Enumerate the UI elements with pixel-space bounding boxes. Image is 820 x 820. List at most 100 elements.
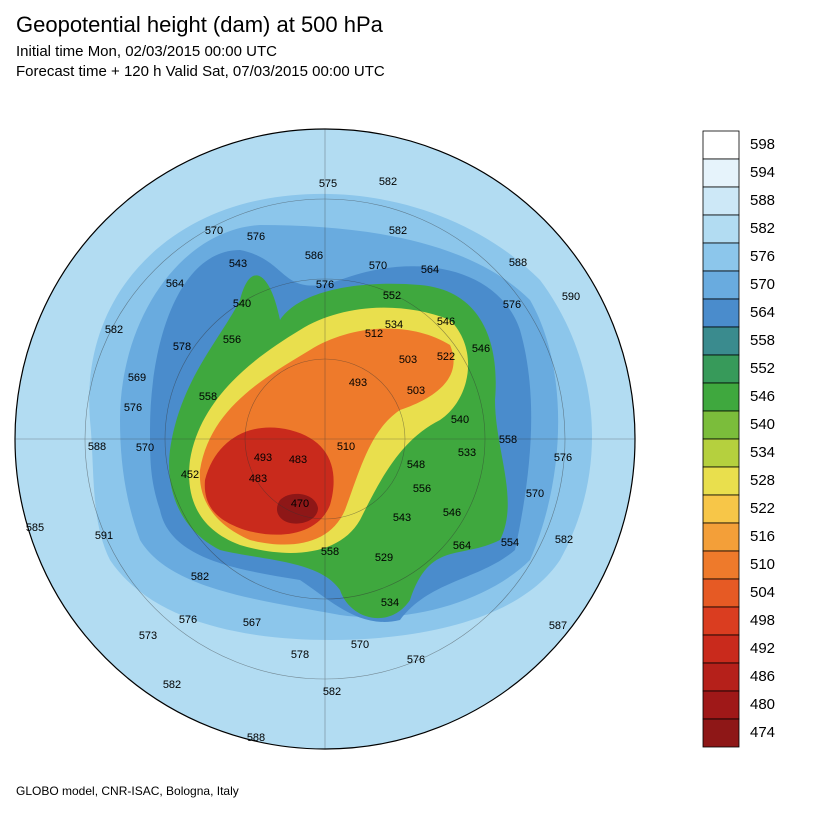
- contour-label: 582: [105, 324, 123, 336]
- contour-label: 564: [166, 278, 184, 290]
- contour-label: 546: [437, 316, 455, 328]
- contour-label: 570: [351, 639, 369, 651]
- contour-label: 510: [337, 441, 355, 453]
- colorbar-box: [702, 466, 740, 496]
- colorbar-box: [702, 634, 740, 664]
- contour-label: 564: [453, 540, 471, 552]
- colorbar-box: [702, 662, 740, 692]
- contour-label: 540: [451, 414, 469, 426]
- colorbar-box: [702, 578, 740, 608]
- colorbar-box: [702, 690, 740, 720]
- contour-label: 591: [95, 530, 113, 542]
- contour-label: 470: [291, 498, 309, 510]
- contour-label: 586: [305, 250, 323, 262]
- contour-label: 587: [549, 620, 567, 632]
- colorbar-label: 546: [750, 388, 775, 405]
- contour-label: 582: [389, 225, 407, 237]
- colorbar-label: 598: [750, 136, 775, 153]
- contour-label: 585: [26, 522, 44, 534]
- contour-label: 493: [254, 452, 272, 464]
- contour-label: 534: [381, 597, 399, 609]
- contour-label: 483: [249, 473, 267, 485]
- colorbar-box: [702, 354, 740, 384]
- contour-label: 552: [383, 290, 401, 302]
- contour-label: 590: [562, 291, 580, 303]
- contour-label: 576: [407, 654, 425, 666]
- colorbar-box: [702, 550, 740, 580]
- colorbar-box: [702, 438, 740, 468]
- contour-label: 546: [443, 507, 461, 519]
- colorbar-label: 504: [750, 584, 775, 601]
- colorbar-box: [702, 186, 740, 216]
- colorbar-label: 540: [750, 416, 775, 433]
- contour-label: 564: [421, 264, 439, 276]
- contour-labels: 575 582 570 576 582 586 588 543 570 564 564 576 552 5…: [26, 176, 580, 744]
- contour-label: 567: [243, 617, 261, 629]
- colorbar-box: [702, 410, 740, 440]
- contour-label: 578: [173, 341, 191, 353]
- colorbar-label: 564: [750, 304, 775, 321]
- contour-label: 578: [291, 649, 309, 661]
- contour-label: 588: [247, 732, 265, 744]
- contour-label: 582: [163, 679, 181, 691]
- contour-label: 576: [503, 299, 521, 311]
- contour-label: 576: [247, 231, 265, 243]
- contour-label: 546: [472, 343, 490, 355]
- colorbar-label: 474: [750, 724, 775, 741]
- colorbar-label: 510: [750, 556, 775, 573]
- contour-label: 503: [399, 354, 417, 366]
- contour-label: 543: [229, 258, 247, 270]
- colorbar: 598 594 588 582 576 570 564 558 552 546 540 534 528 5…: [702, 130, 775, 748]
- contour-label: 576: [124, 402, 142, 414]
- colorbar-label: 480: [750, 696, 775, 713]
- colorbar-label: 492: [750, 640, 775, 657]
- colorbar-box: [702, 130, 740, 160]
- contour-label: 570: [205, 225, 223, 237]
- contour-label: 534: [385, 319, 403, 331]
- contour-label: 493: [349, 377, 367, 389]
- colorbar-box: [702, 326, 740, 356]
- contour-label: 573: [139, 630, 157, 642]
- colorbar-label: 576: [750, 248, 775, 265]
- contour-label: 483: [289, 454, 307, 466]
- contour-label: 569: [128, 372, 146, 384]
- forecast-time: Forecast time + 120 h Valid Sat, 07/03/2…: [16, 63, 385, 80]
- contour-label: 558: [321, 546, 339, 558]
- colorbar-label: 558: [750, 332, 775, 349]
- title: Geopotential height (dam) at 500 hPa: [16, 12, 384, 37]
- contour-label: 503: [407, 385, 425, 397]
- colorbar-label: 522: [750, 500, 775, 517]
- contour-label: 575: [319, 178, 337, 190]
- colorbar-box: [702, 214, 740, 244]
- colorbar-box: [702, 382, 740, 412]
- contour-label: 588: [509, 257, 527, 269]
- colorbar-label: 582: [750, 220, 775, 237]
- colorbar-box: [702, 494, 740, 524]
- colorbar-label: 528: [750, 472, 775, 489]
- colorbar-box: [702, 242, 740, 272]
- map-border: [14, 128, 636, 750]
- contour-label: 582: [379, 176, 397, 188]
- contour-label: 540: [233, 298, 251, 310]
- contour-label: 556: [413, 483, 431, 495]
- colorbar-box: [702, 270, 740, 300]
- colorbar-label: 552: [750, 360, 775, 377]
- colorbar-label: 588: [750, 192, 775, 209]
- contour-label: 558: [199, 391, 217, 403]
- contour-label: 452: [181, 469, 199, 481]
- footer: GLOBO model, CNR-ISAC, Bologna, Italy: [16, 784, 239, 798]
- contour-label: 570: [136, 442, 154, 454]
- map: [15, 129, 635, 749]
- contour-label: 588: [88, 441, 106, 453]
- contour-label: 576: [316, 279, 334, 291]
- contour-label: 522: [437, 351, 455, 363]
- contour-label: 529: [375, 552, 393, 564]
- colorbar-label: 498: [750, 612, 775, 629]
- colorbar-box: [702, 522, 740, 552]
- contour-label: 582: [191, 571, 209, 583]
- contour-label: 582: [323, 686, 341, 698]
- initial-time: Initial time Mon, 02/03/2015 00:00 UTC: [16, 43, 277, 60]
- contour-label: 554: [501, 537, 519, 549]
